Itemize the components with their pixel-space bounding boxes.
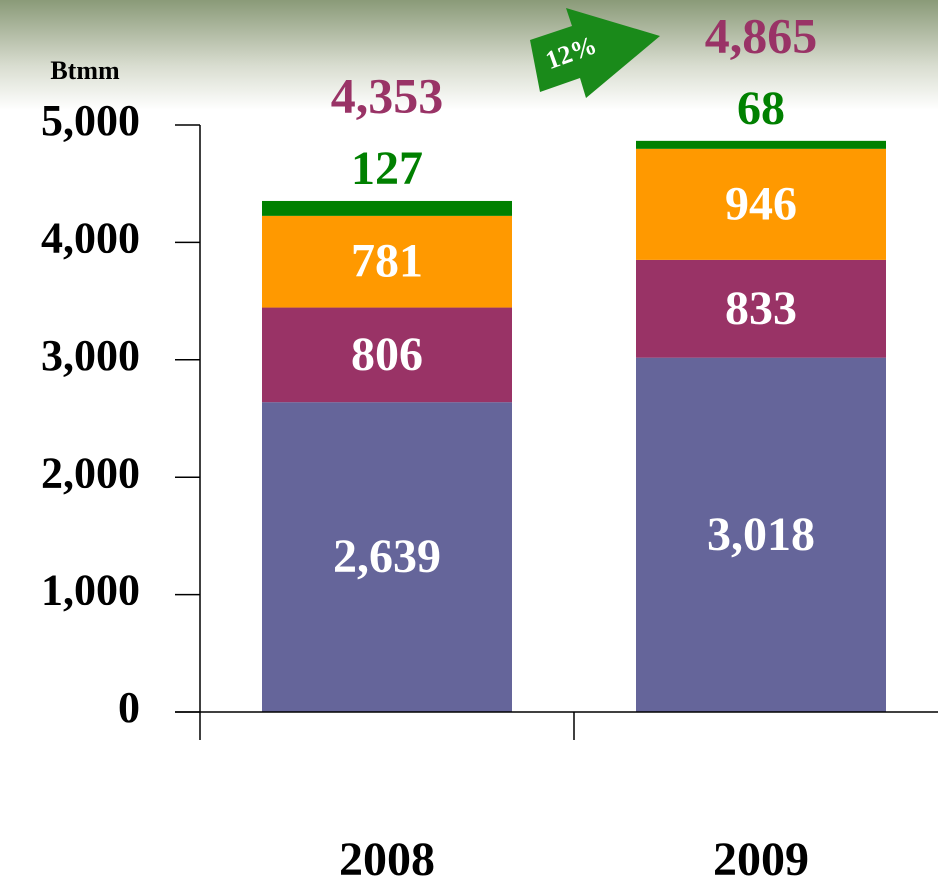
bar-segment bbox=[636, 357, 886, 712]
total-label: 4,353 bbox=[331, 67, 444, 123]
data-label: 68 bbox=[737, 82, 785, 135]
y-tick-label: 3,000 bbox=[41, 331, 140, 380]
y-tick-label: 2,000 bbox=[41, 448, 140, 497]
bar-segment bbox=[262, 215, 512, 308]
background-photo bbox=[0, 0, 938, 110]
x-tick-label: 2009 bbox=[713, 833, 809, 886]
y-tick-label: 0 bbox=[118, 683, 140, 732]
bar-segment bbox=[636, 148, 886, 260]
data-label: 2,639 bbox=[333, 530, 441, 583]
bar-segment bbox=[636, 140, 886, 149]
total-label: 4,865 bbox=[705, 7, 818, 63]
bar-segment bbox=[262, 200, 512, 216]
data-label: 3,018 bbox=[707, 508, 815, 561]
data-label: 127 bbox=[351, 142, 423, 195]
data-label: 833 bbox=[725, 282, 797, 335]
y-tick-label: 1,000 bbox=[41, 566, 140, 615]
growth-arrow: 12% bbox=[530, 8, 660, 98]
arrow-shape bbox=[530, 8, 660, 98]
y-axis-label: Btmm bbox=[50, 56, 120, 85]
data-label: 806 bbox=[351, 328, 423, 381]
bar-segment bbox=[636, 259, 886, 358]
data-label: 946 bbox=[725, 177, 797, 230]
y-tick-label: 4,000 bbox=[41, 213, 140, 262]
bar-segment bbox=[262, 402, 512, 712]
bar-segment bbox=[262, 307, 512, 403]
data-label: 781 bbox=[351, 235, 423, 288]
x-tick-label: 2008 bbox=[339, 833, 435, 886]
y-tick-label: 5,000 bbox=[41, 96, 140, 145]
